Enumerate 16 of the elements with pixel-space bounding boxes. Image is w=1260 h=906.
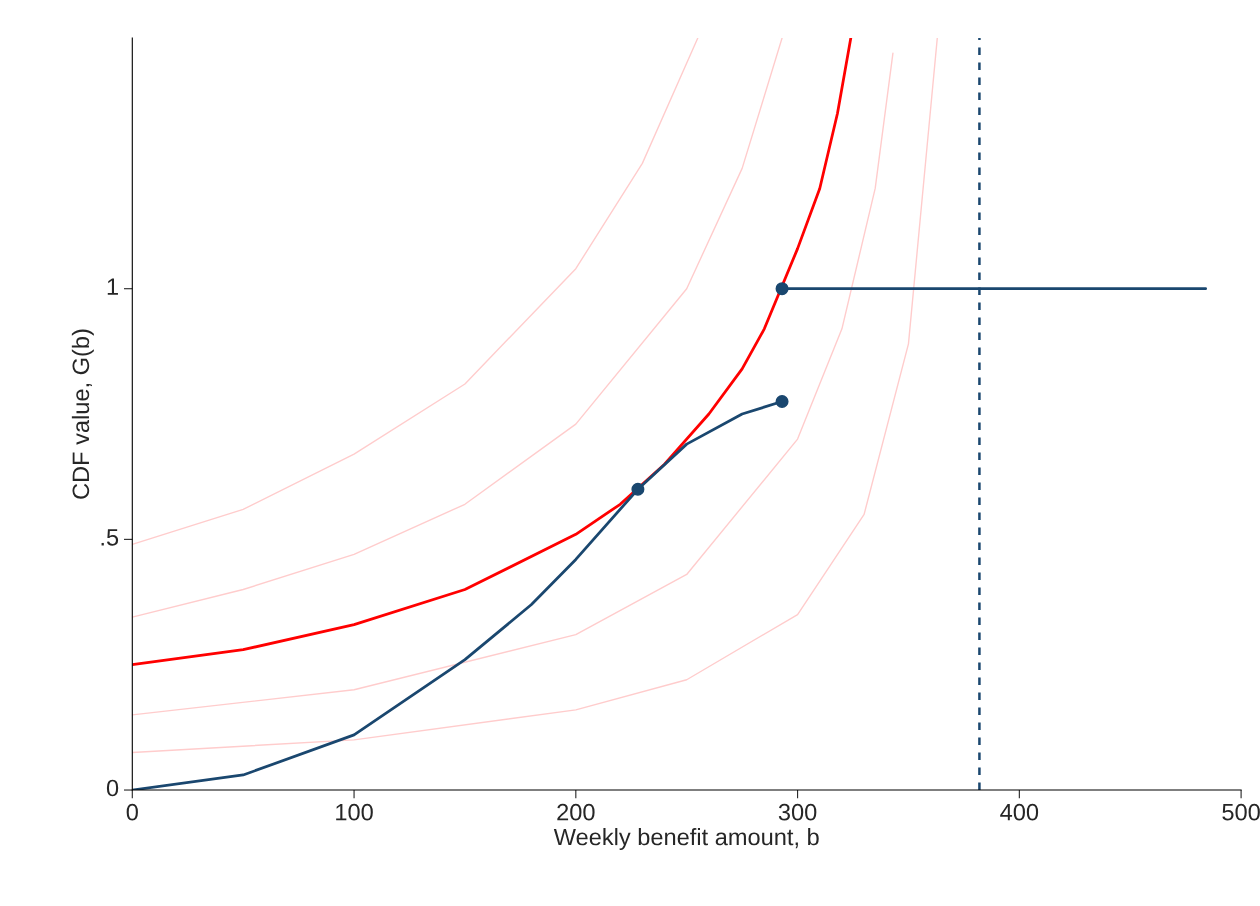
y-tick-label: 0	[106, 779, 119, 797]
point	[775, 282, 789, 296]
x-tick-label: 100	[336, 803, 373, 821]
x-axis-title: Weekly benefit amount, b	[553, 828, 819, 851]
point	[631, 482, 645, 496]
x-tick-label: 500	[1222, 803, 1260, 821]
x-tick-label: 400	[1000, 803, 1039, 821]
x-tick-label: 300	[778, 803, 817, 821]
x-tick-label: 200	[557, 803, 595, 821]
y-axis-title: CDF value, G(b)	[71, 329, 94, 499]
y-tick-label: 1	[107, 278, 118, 295]
x-tick-label: 0	[126, 803, 138, 821]
line-series	[132, 38, 699, 546]
point	[775, 395, 789, 409]
line-series	[132, 38, 783, 618]
y-tick-label: .5	[101, 529, 119, 546]
